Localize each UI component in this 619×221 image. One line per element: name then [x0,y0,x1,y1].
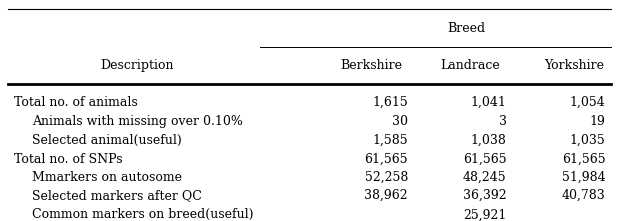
Text: Berkshire: Berkshire [340,59,402,72]
Text: 1,035: 1,035 [569,133,605,147]
Text: 48,245: 48,245 [463,171,507,184]
Text: Selected markers after QC: Selected markers after QC [32,189,202,202]
Text: 1,615: 1,615 [373,96,408,109]
Text: 1,041: 1,041 [471,96,507,109]
Text: Selected animal(useful): Selected animal(useful) [32,133,182,147]
Text: Mmarkers on autosome: Mmarkers on autosome [32,171,182,184]
Text: 25,921: 25,921 [463,208,507,221]
Text: Animals with missing over 0.10%: Animals with missing over 0.10% [32,115,243,128]
Text: 30: 30 [392,115,408,128]
Text: 51,984: 51,984 [561,171,605,184]
Text: Common markers on breed(useful): Common markers on breed(useful) [32,208,254,221]
Text: 40,783: 40,783 [561,189,605,202]
Text: 61,565: 61,565 [463,153,507,166]
Text: Description: Description [100,59,174,72]
Text: 1,038: 1,038 [471,133,507,147]
Text: Total no. of animals: Total no. of animals [14,96,137,109]
Text: Breed: Breed [448,22,486,35]
Text: 3: 3 [499,115,507,128]
Text: Total no. of SNPs: Total no. of SNPs [14,153,123,166]
Text: 38,962: 38,962 [365,189,408,202]
Text: 61,565: 61,565 [561,153,605,166]
Text: 19: 19 [589,115,605,128]
Text: Landrace: Landrace [440,59,500,72]
Text: 61,565: 61,565 [365,153,408,166]
Text: 1,585: 1,585 [373,133,408,147]
Text: 52,258: 52,258 [365,171,408,184]
Text: Yorkshire: Yorkshire [545,59,605,72]
Text: 1,054: 1,054 [569,96,605,109]
Text: 36,392: 36,392 [463,189,507,202]
